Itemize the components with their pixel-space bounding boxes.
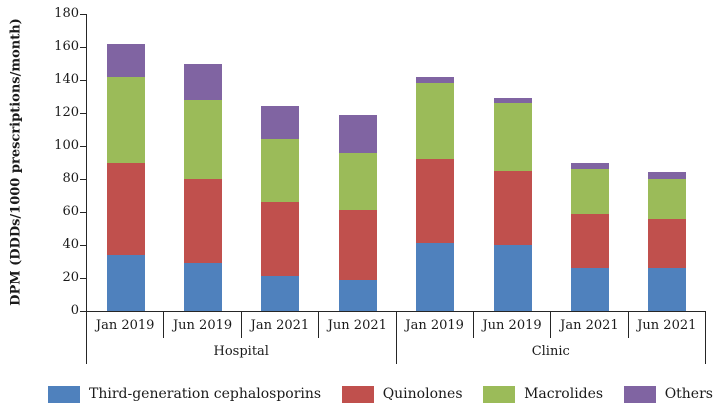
stacked-bar xyxy=(570,162,609,311)
bar-segment xyxy=(338,210,377,280)
bar-segment xyxy=(106,76,145,163)
legend-item: Others xyxy=(623,385,713,403)
group-label: Clinic xyxy=(397,338,706,364)
stacked-bar xyxy=(493,98,532,311)
bar-segment xyxy=(261,276,300,311)
y-tick-label: 140 xyxy=(54,72,79,87)
y-tick-label: 80 xyxy=(62,171,79,186)
y-tick-mark xyxy=(80,13,86,15)
legend-item: Third-generation cephalosporins xyxy=(48,385,322,403)
legend-label: Third-generation cephalosporins xyxy=(89,386,322,402)
bar-segment xyxy=(106,162,145,255)
bar-segment xyxy=(493,98,532,104)
bar-segment xyxy=(106,43,145,77)
y-tick-label: 0 xyxy=(70,303,79,318)
group-label: Hospital xyxy=(87,338,397,364)
stacked-bar xyxy=(184,63,223,311)
y-tick-label: 20 xyxy=(62,270,79,285)
y-tick-label: 100 xyxy=(54,138,79,153)
bar-slot xyxy=(87,14,164,311)
y-tick-label: 60 xyxy=(62,204,79,219)
plot-area: 0 20 40 60 80 100 120 140 160 180 xyxy=(54,6,706,318)
bar-segment xyxy=(416,83,455,160)
bar-segment xyxy=(338,279,377,311)
bar-segment xyxy=(570,213,609,269)
bar-segment xyxy=(493,245,532,311)
bar-slot xyxy=(551,14,628,311)
stacked-bar xyxy=(648,172,687,311)
stacked-bar xyxy=(106,43,145,311)
legend-label: Quinolones xyxy=(382,386,463,402)
bar-segment xyxy=(184,263,223,311)
legend-item: Macrolides xyxy=(483,385,604,403)
category-label: Jan 2019 xyxy=(397,312,474,338)
y-tick-mark xyxy=(80,211,86,213)
bars xyxy=(87,14,706,311)
y-tick-label: 180 xyxy=(54,6,79,21)
bar-segment xyxy=(570,268,609,311)
bar-segment xyxy=(416,76,455,84)
bar-segment xyxy=(648,218,687,269)
bar-segment xyxy=(493,170,532,245)
y-axis-title: DPM (DDDs/1000 prescriptions/month) xyxy=(8,18,24,306)
bar-segment xyxy=(648,172,687,180)
legend-label: Others xyxy=(664,386,713,402)
bar-slot xyxy=(397,14,474,311)
y-tick-mark xyxy=(80,178,86,180)
bar-slot xyxy=(242,14,319,311)
legend-swatch xyxy=(48,385,80,403)
bar-segment xyxy=(493,103,532,171)
y-tick-label: 120 xyxy=(54,105,79,120)
stacked-bar xyxy=(261,106,300,311)
legend-swatch xyxy=(623,385,656,403)
bar-segment xyxy=(184,99,223,180)
y-tick-mark xyxy=(80,244,86,246)
category-label: Jan 2019 xyxy=(87,312,165,338)
bar-segment xyxy=(416,159,455,244)
legend-label: Macrolides xyxy=(524,386,604,402)
group-axis: Hospital Clinic xyxy=(86,338,706,364)
bar-slot xyxy=(319,14,396,311)
y-tick-label: 160 xyxy=(54,39,79,54)
bar-segment xyxy=(570,169,609,214)
bar-segment xyxy=(261,202,300,277)
bar-segment xyxy=(261,139,300,203)
stacked-bar xyxy=(338,114,377,311)
category-label: Jun 2021 xyxy=(319,312,397,338)
stacked-bar xyxy=(416,76,455,311)
bar-segment xyxy=(338,114,377,153)
bar-segment xyxy=(106,254,145,311)
category-label: Jun 2021 xyxy=(629,312,706,338)
bar-slot xyxy=(164,14,241,311)
bar-segment xyxy=(184,179,223,264)
bar-segment xyxy=(338,152,377,211)
y-tick-label: 40 xyxy=(62,237,79,252)
category-axis: Jan 2019 Jun 2019 Jan 2021 Jun 2021 Jan 2019… xyxy=(86,312,706,338)
y-tick-mark xyxy=(80,79,86,81)
category-label: Jan 2021 xyxy=(242,312,320,338)
y-tick-mark xyxy=(80,277,86,279)
category-label: Jun 2019 xyxy=(164,312,242,338)
category-label: Jun 2019 xyxy=(474,312,552,338)
y-tick-mark xyxy=(80,112,86,114)
bar-segment xyxy=(184,63,223,100)
y-tick-mark xyxy=(80,310,86,312)
legend: Third-generation cephalosporins Quinolone… xyxy=(48,382,713,406)
y-tick-mark xyxy=(80,145,86,147)
bar-segment xyxy=(648,179,687,219)
bar-segment xyxy=(570,162,609,170)
bar-slot xyxy=(474,14,551,311)
bar-segment xyxy=(416,243,455,311)
category-label: Jan 2021 xyxy=(551,312,629,338)
bar-segment xyxy=(648,268,687,311)
y-tick-mark xyxy=(80,46,86,48)
bar-slot xyxy=(629,14,706,311)
legend-item: Quinolones xyxy=(341,385,463,403)
bar-segment xyxy=(261,106,300,140)
legend-swatch xyxy=(341,385,374,403)
legend-swatch xyxy=(483,385,516,403)
